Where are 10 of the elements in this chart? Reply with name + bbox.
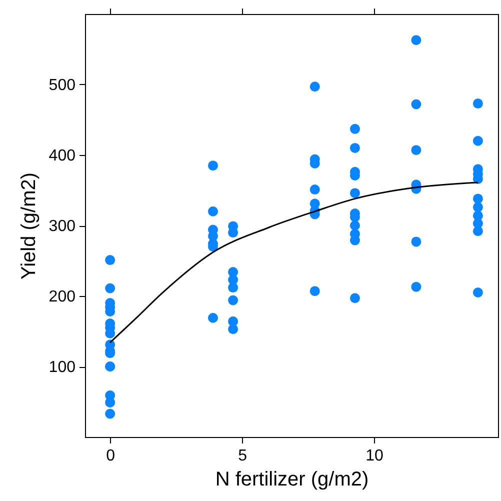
y-tick-label: 100 <box>48 359 76 376</box>
x-tick-label: 10 <box>366 448 384 464</box>
y-tick-label: 500 <box>48 77 76 94</box>
y-tick-label: 400 <box>48 148 76 164</box>
x-axis-title: N fertilizer (g/m2) <box>215 468 369 490</box>
y-axis-title: Yield (g/m2) <box>18 172 40 280</box>
y-tick-label: 300 <box>48 218 76 235</box>
y-tick-label: 200 <box>48 288 76 306</box>
x-tick-label: 5 <box>238 448 248 464</box>
x-tick-label: 0 <box>106 448 116 464</box>
